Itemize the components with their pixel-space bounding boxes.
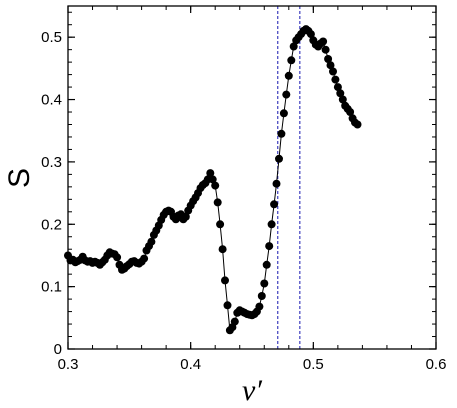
data-point xyxy=(289,42,298,51)
data-point xyxy=(206,169,215,178)
data-point xyxy=(338,95,347,104)
data-point xyxy=(140,254,149,263)
y-tick-label: 0.5 xyxy=(41,29,62,46)
data-point xyxy=(329,67,337,76)
x-tick-label: 0.5 xyxy=(303,356,324,373)
y-tick-label: 0.3 xyxy=(41,154,62,171)
data-point xyxy=(221,276,229,285)
y-tick-label: 0.4 xyxy=(41,92,62,109)
data-point xyxy=(282,90,291,99)
data-point xyxy=(181,212,190,221)
data-point xyxy=(211,181,220,190)
data-point xyxy=(260,279,269,288)
data-point xyxy=(270,200,279,209)
y-tick-label: 0.2 xyxy=(41,216,62,233)
data-point xyxy=(277,129,286,138)
data-point xyxy=(324,55,333,63)
x-tick-label: 0.4 xyxy=(180,356,201,373)
data-point xyxy=(257,292,266,300)
data-point xyxy=(208,175,217,184)
x-tick-label: 0.3 xyxy=(58,356,79,373)
data-point xyxy=(223,301,232,310)
data-point xyxy=(331,75,340,84)
data-point xyxy=(213,198,222,207)
data-point xyxy=(267,220,276,229)
data-point xyxy=(284,71,293,80)
y-tick-label: 0 xyxy=(54,341,62,358)
x-tick-label: 0.6 xyxy=(426,356,447,373)
data-point xyxy=(147,237,156,246)
y-axis-label: S xyxy=(3,168,36,188)
data-point xyxy=(218,245,227,254)
data-point xyxy=(353,120,362,129)
data-point xyxy=(272,179,281,188)
data-point xyxy=(326,61,335,70)
plot-frame xyxy=(67,5,437,350)
data-point xyxy=(306,30,315,39)
data-point xyxy=(279,109,288,118)
data-point xyxy=(319,37,328,46)
data-point xyxy=(216,220,225,229)
data-point xyxy=(336,89,345,98)
data-point xyxy=(113,253,122,262)
data-point xyxy=(346,108,355,116)
y-tick-label: 0.1 xyxy=(41,279,62,296)
data-point xyxy=(275,154,283,163)
data-point xyxy=(287,56,296,65)
data-point xyxy=(262,260,271,269)
data-point xyxy=(230,317,239,326)
x-axis-label: ν′ xyxy=(242,374,262,407)
data-point xyxy=(321,45,330,54)
data-point xyxy=(255,302,264,311)
data-point xyxy=(265,242,274,251)
data-point xyxy=(333,83,342,92)
